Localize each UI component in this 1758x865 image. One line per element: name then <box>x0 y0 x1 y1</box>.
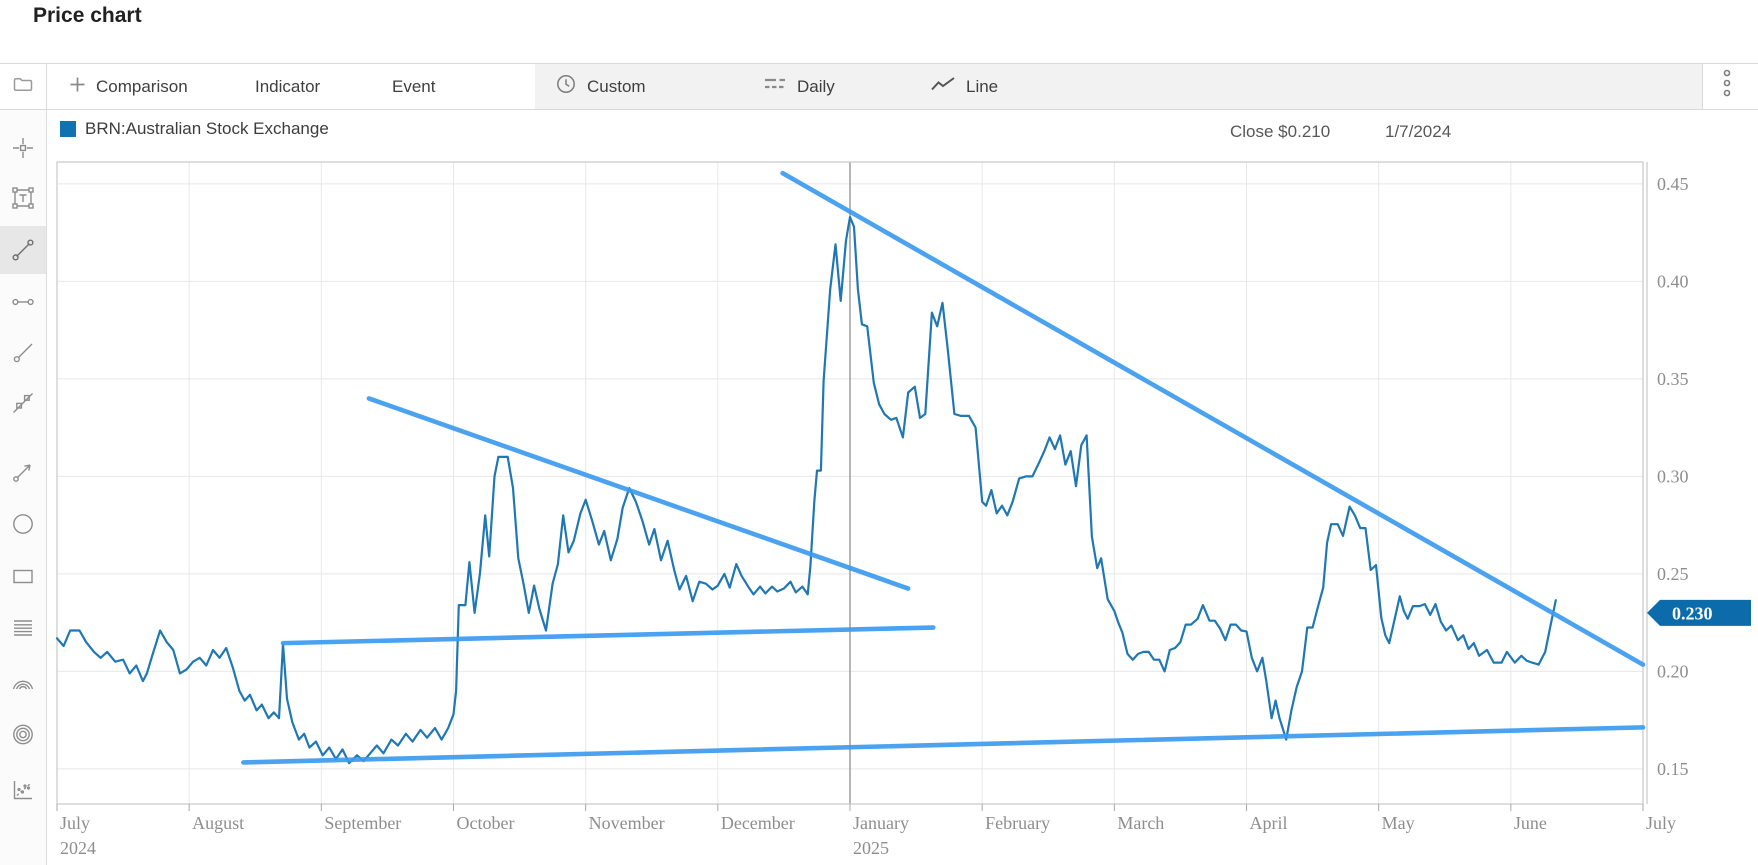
ray-tool[interactable] <box>0 329 46 377</box>
event-button[interactable]: Event <box>392 64 435 109</box>
x-axis-label: June <box>1514 813 1547 833</box>
legend-symbol-label: BRN:Australian Stock Exchange <box>85 119 329 138</box>
x-axis-label: April <box>1250 813 1288 833</box>
price-chart-canvas[interactable]: July 2024 August September October November De… <box>47 110 1758 865</box>
descending-trendline-long[interactable] <box>780 170 1646 667</box>
chart-toolbar: Comparison Indicator Event Custom <box>0 63 1758 110</box>
last-price-badge <box>1647 599 1751 626</box>
arrow-tool[interactable] <box>0 448 46 496</box>
x-axis-label: May <box>1382 813 1415 833</box>
comparison-label: Comparison <box>96 76 188 96</box>
x-axis-label: December <box>721 813 795 833</box>
interval-icon <box>763 75 787 98</box>
line-type-icon <box>930 75 956 98</box>
x-axis-label: January <box>853 813 909 833</box>
drawing-tools-sidebar <box>0 110 47 865</box>
line-segment-tool[interactable] <box>0 278 46 326</box>
price-series-line <box>55 215 1557 765</box>
x-axis-year-label: 2024 <box>60 838 96 858</box>
rectangle-tool[interactable] <box>0 552 46 600</box>
chart-layout-button[interactable] <box>0 64 47 109</box>
legend-swatch <box>60 121 76 137</box>
indicator-button[interactable]: Indicator <box>255 64 320 109</box>
quote-date-label: 1/7/2024 <box>1385 122 1452 141</box>
clock-icon <box>555 73 577 100</box>
custom-range-button[interactable]: Custom <box>555 64 646 109</box>
text-annotation-tool[interactable] <box>0 174 46 222</box>
x-axis-label: November <box>589 813 665 833</box>
toolbar-left-group: Comparison Indicator Event <box>47 64 535 109</box>
plus-icon <box>69 76 86 98</box>
daily-label: Daily <box>797 76 835 96</box>
chart-zone: BRN:Australian Stock Exchange Close $0.2… <box>47 110 1758 865</box>
y-axis-label: 0.15 <box>1657 759 1689 779</box>
crosshair-tool[interactable] <box>0 124 46 172</box>
ellipse-tool[interactable] <box>0 500 46 548</box>
trend-line-tool[interactable] <box>0 226 46 274</box>
series-type-button[interactable]: Line <box>930 64 998 109</box>
page-title: Price chart <box>33 4 142 27</box>
kebab-menu-icon <box>1719 68 1735 105</box>
fibonacci-retracement-tool[interactable] <box>0 604 46 652</box>
last-price-badge-label: 0.230 <box>1672 603 1713 623</box>
y-axis-label: 0.25 <box>1657 564 1689 584</box>
custom-label: Custom <box>587 76 646 96</box>
x-axis-label: July <box>60 813 90 833</box>
interval-button[interactable]: Daily <box>763 64 835 109</box>
x-axis-label: September <box>324 813 401 833</box>
regression-line-tool[interactable] <box>0 766 46 814</box>
extended-line-tool[interactable] <box>0 379 46 427</box>
comparison-button[interactable]: Comparison <box>69 64 188 109</box>
y-axis-label: 0.40 <box>1657 271 1689 291</box>
y-axis-label: 0.30 <box>1657 466 1689 486</box>
x-axis-label: August <box>192 813 244 833</box>
y-axis-label: 0.35 <box>1657 369 1689 389</box>
fibonacci-arcs-tool[interactable] <box>0 658 46 706</box>
y-axis-label: 0.45 <box>1657 174 1689 194</box>
ascending-support-line[interactable] <box>241 725 1646 765</box>
folder-icon <box>11 72 35 101</box>
flat-resistance-line[interactable] <box>280 625 936 646</box>
x-axis-label: March <box>1117 813 1164 833</box>
fibonacci-circles-tool[interactable] <box>0 710 46 758</box>
line-label: Line <box>966 76 999 96</box>
toolbar-right-group: Custom Daily Line <box>535 64 1702 109</box>
descending-trendline-mid[interactable] <box>366 396 911 591</box>
indicator-label: Indicator <box>255 76 321 96</box>
x-axis-label: February <box>985 813 1050 833</box>
event-label: Event <box>392 76 436 96</box>
x-axis-label: July <box>1646 813 1676 833</box>
x-axis-label: October <box>457 813 515 833</box>
y-axis-label: 0.20 <box>1657 661 1689 681</box>
series-legend: BRN:Australian Stock Exchange <box>60 119 329 139</box>
chart-menu-button[interactable] <box>1702 64 1758 109</box>
close-price-label: Close $0.210 <box>1230 122 1331 141</box>
x-axis-year-label: 2025 <box>853 838 889 858</box>
